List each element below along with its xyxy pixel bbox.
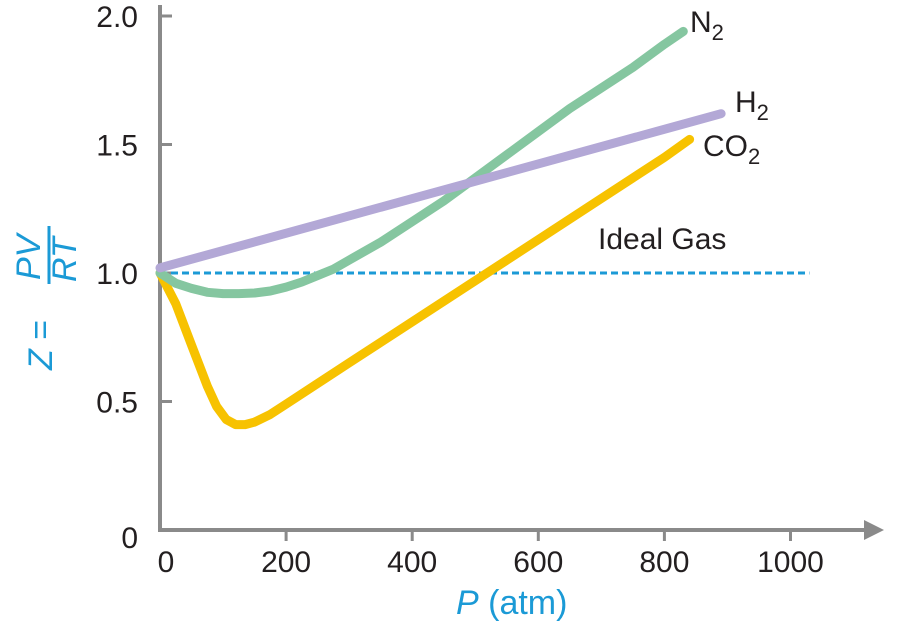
x-tick-label: 1000 — [757, 546, 824, 579]
x-tick-label: 200 — [261, 546, 311, 579]
series-line-n2 — [155, 26, 688, 299]
y-axis-title-lhs: Z = — [22, 320, 60, 371]
x-tick-label: 400 — [387, 546, 437, 579]
axes — [158, 5, 884, 540]
series-line-co2 — [155, 134, 695, 430]
x-tick-label: 800 — [639, 546, 689, 579]
series-line-h2 — [155, 109, 726, 273]
series-label-h2: H2 — [735, 86, 769, 125]
series-lines — [155, 26, 810, 430]
series-label-ideal-gas: Ideal Gas — [598, 223, 726, 256]
y-axis-title: Z = PV RT — [10, 226, 84, 371]
y-tick-label: 1.5 — [96, 130, 138, 163]
y-tick-label: 1.0 — [96, 258, 138, 291]
y-tick-label: 0 — [121, 522, 138, 555]
series-label-co2: CO2 — [703, 130, 760, 169]
x-ticks: 0 200 400 600 800 1000 — [158, 530, 824, 579]
x-axis-title: P (atm) — [456, 584, 567, 622]
x-axis-arrow — [864, 520, 884, 540]
y-tick-label: 0.5 — [96, 387, 138, 420]
y-tick-label: 2.0 — [96, 1, 138, 34]
y-ticks: 0 0.5 1.0 1.5 2.0 — [96, 1, 172, 555]
y-axis-title-denominator: RT — [46, 235, 84, 282]
x-tick-label: 600 — [513, 546, 563, 579]
y-axis-title-numerator: PV — [10, 231, 48, 280]
series-label-n2: N2 — [690, 6, 724, 45]
x-tick-label: 0 — [158, 546, 175, 579]
series-labels: N2 H2 CO2 Ideal Gas — [598, 6, 769, 256]
